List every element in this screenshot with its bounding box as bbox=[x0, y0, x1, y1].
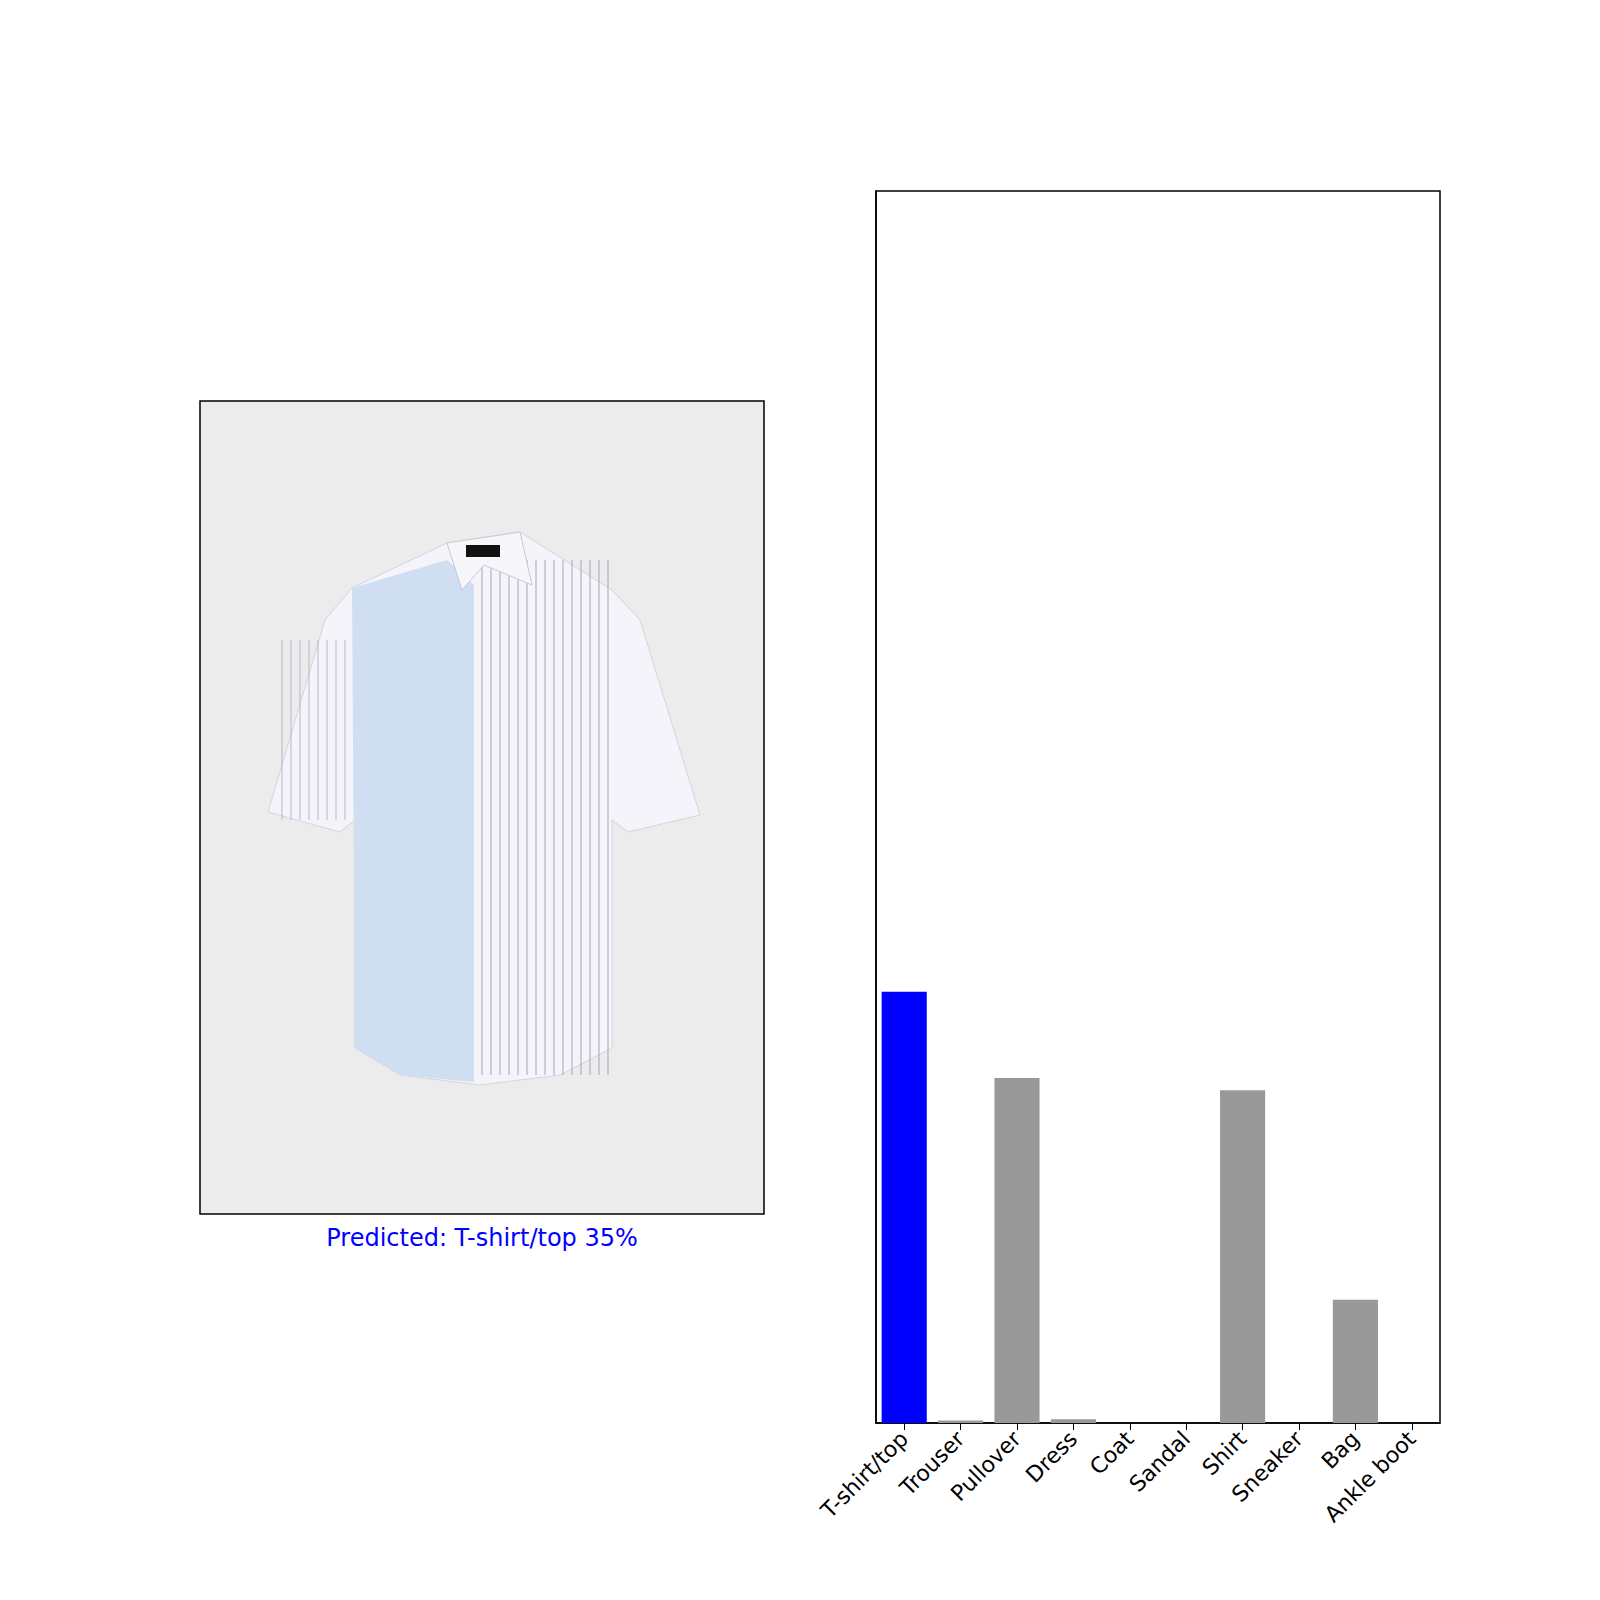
svg-text:Coat: Coat bbox=[1085, 1426, 1139, 1480]
svg-text:Predicted: T-shirt/top 35%: Predicted: T-shirt/top 35% bbox=[326, 1224, 638, 1252]
svg-text:Dress: Dress bbox=[1021, 1426, 1082, 1487]
svg-text:Pullover: Pullover bbox=[946, 1425, 1027, 1506]
svg-text:Ankle boot: Ankle boot bbox=[1320, 1426, 1421, 1527]
svg-text:Bag: Bag bbox=[1316, 1426, 1364, 1474]
svg-text:Shirt: Shirt bbox=[1197, 1426, 1252, 1481]
svg-text:Sneaker: Sneaker bbox=[1227, 1425, 1309, 1507]
svg-text:Trouser: Trouser bbox=[895, 1426, 970, 1501]
svg-text:Sandal: Sandal bbox=[1124, 1426, 1195, 1497]
svg-text:T-shirt/top: T-shirt/top bbox=[816, 1426, 914, 1524]
